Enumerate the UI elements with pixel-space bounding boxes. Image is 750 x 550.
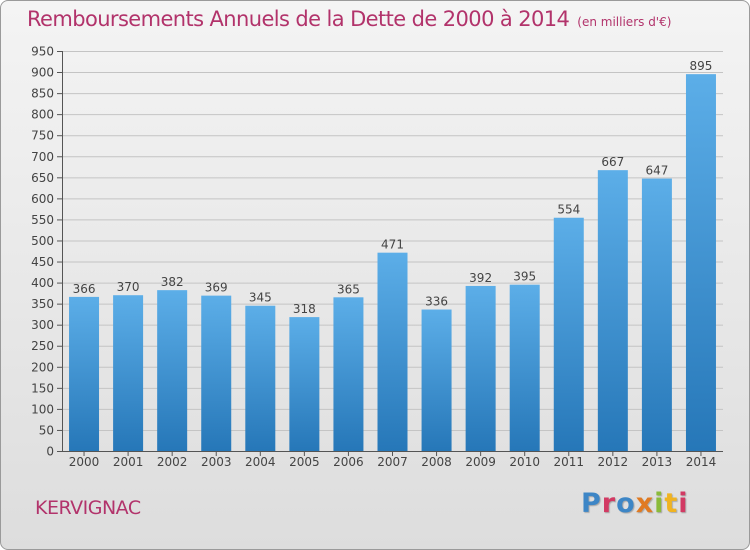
data-label-2014: 895 xyxy=(690,59,713,73)
x-tick-label-2008: 2008 xyxy=(421,455,452,469)
y-tick-label: 900 xyxy=(31,66,54,80)
chart-title: Remboursements Annuels de la Dette de 20… xyxy=(27,7,671,31)
logo-letter: x xyxy=(635,488,655,519)
logo-letter: o xyxy=(616,488,636,519)
y-tick-label: 500 xyxy=(31,234,54,248)
x-tick-label-2004: 2004 xyxy=(245,455,276,469)
data-label-2002: 382 xyxy=(161,275,184,289)
x-tick-label-2014: 2014 xyxy=(686,455,717,469)
data-label-2013: 647 xyxy=(645,164,668,178)
y-tick-label: 350 xyxy=(31,297,54,311)
data-label-2011: 554 xyxy=(557,203,580,217)
y-tick-label: 450 xyxy=(31,255,54,269)
y-tick-label: 850 xyxy=(31,87,54,101)
y-tick-label: 950 xyxy=(31,45,54,59)
bar-2014 xyxy=(685,74,716,451)
logo-letter: t xyxy=(664,488,679,519)
bar-2013 xyxy=(641,178,672,451)
bar-2012 xyxy=(597,170,628,451)
data-labels: 366 370 382 369 345 318 365 471 336 392 395 554 667 6… xyxy=(73,59,713,316)
y-tick-label: 50 xyxy=(39,423,54,437)
x-tick-label-2003: 2003 xyxy=(201,455,232,469)
data-label-2005: 318 xyxy=(293,302,316,316)
y-axis-tick-labels: 0 50 100 150 200 250 300 350 400 450 500 550 600 650 7… xyxy=(31,45,54,459)
x-axis-tick-labels: 2000 2001 2002 2003 2004 2005 2006 2007 2008 2009… xyxy=(69,451,716,469)
data-label-2004: 345 xyxy=(249,291,272,305)
x-tick-label-2001: 2001 xyxy=(113,455,144,469)
data-label-2009: 392 xyxy=(469,271,492,285)
bar-2005 xyxy=(289,317,320,451)
data-label-2012: 667 xyxy=(601,155,624,169)
bar-2002 xyxy=(157,290,188,451)
bar-2011 xyxy=(553,217,584,451)
data-label-2007: 471 xyxy=(381,238,404,252)
x-tick-label-2005: 2005 xyxy=(289,455,320,469)
x-tick-label-2010: 2010 xyxy=(509,455,540,469)
x-tick-label-2011: 2011 xyxy=(553,455,584,469)
data-label-2003: 369 xyxy=(205,281,228,295)
y-tick-label: 100 xyxy=(31,402,54,416)
commune-name: KERVIGNAC xyxy=(35,497,141,519)
y-tick-label: 700 xyxy=(31,150,54,164)
bar-2001 xyxy=(113,295,144,451)
logo-letter: r xyxy=(601,488,617,519)
x-tick-label-2000: 2000 xyxy=(69,455,100,469)
x-tick-label-2007: 2007 xyxy=(377,455,408,469)
x-tick-label-2012: 2012 xyxy=(598,455,629,469)
bar-2003 xyxy=(201,295,232,451)
data-label-2006: 365 xyxy=(337,282,360,296)
x-tick-label-2013: 2013 xyxy=(642,455,673,469)
bars xyxy=(69,74,716,451)
logo-letter: i xyxy=(654,488,665,519)
bar-2010 xyxy=(509,284,540,451)
y-tick-label: 600 xyxy=(31,192,54,206)
bar-2004 xyxy=(245,305,276,451)
y-tick-label: 750 xyxy=(31,129,54,143)
data-label-2010: 395 xyxy=(513,270,536,284)
data-label-2000: 366 xyxy=(73,282,96,296)
y-tick-label: 550 xyxy=(31,213,54,227)
y-tick-label: 800 xyxy=(31,108,54,122)
y-tick-label: 650 xyxy=(31,171,54,185)
logo-letter: i xyxy=(678,488,689,519)
data-label-2001: 370 xyxy=(117,280,140,294)
bar-2007 xyxy=(377,252,408,451)
chart-subtitle: (en milliers d'€) xyxy=(577,15,672,29)
x-tick-label-2009: 2009 xyxy=(465,455,496,469)
x-tick-label-2002: 2002 xyxy=(157,455,188,469)
y-tick-label: 300 xyxy=(31,318,54,332)
bar-2008 xyxy=(421,309,452,451)
y-tick-label: 150 xyxy=(31,381,54,395)
y-tick-label: 400 xyxy=(31,276,54,290)
y-tick-label: 250 xyxy=(31,339,54,353)
bar-2000 xyxy=(69,296,100,451)
data-label-2008: 336 xyxy=(425,295,448,309)
x-tick-label-2006: 2006 xyxy=(333,455,364,469)
y-tick-label: 0 xyxy=(46,445,54,459)
y-tick-label: 200 xyxy=(31,360,54,374)
proxiti-logo: Proxiti xyxy=(581,488,689,519)
logo-letter: P xyxy=(581,488,602,519)
bar-2009 xyxy=(465,285,496,451)
chart-title-text: Remboursements Annuels de la Dette de 20… xyxy=(27,7,570,31)
bar-2006 xyxy=(333,297,364,451)
